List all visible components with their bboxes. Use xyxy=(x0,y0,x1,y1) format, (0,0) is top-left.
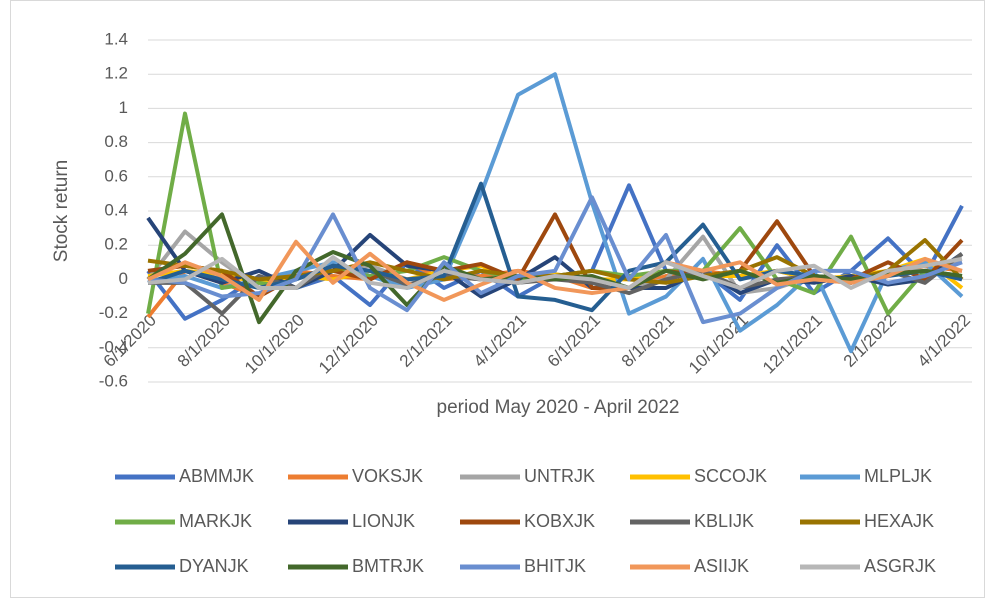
series-line xyxy=(147,72,964,354)
legend-label: KBLIJK xyxy=(694,511,754,531)
chart-frame xyxy=(10,0,985,598)
legend-label: SCCOJK xyxy=(694,466,767,486)
y-tick-label: -0.2 xyxy=(99,303,128,322)
legend-label: BMTRJK xyxy=(352,556,424,576)
x-axis-title: period May 2020 - April 2022 xyxy=(437,397,680,418)
y-tick-label: 1.4 xyxy=(104,29,128,48)
y-axis-title: Stock return xyxy=(51,160,72,262)
y-tick-label: 0.8 xyxy=(104,132,128,151)
y-tick-label: 0 xyxy=(119,269,128,288)
legend-label: UNTRJK xyxy=(524,466,595,486)
legend-label: ASIIJK xyxy=(694,556,749,576)
y-tick-label: 0.2 xyxy=(104,235,128,254)
legend-label: MARKJK xyxy=(179,511,252,531)
legend-label: LIONJK xyxy=(352,511,415,531)
series-line xyxy=(147,239,963,302)
series-line xyxy=(147,255,963,290)
y-tick-label: 1 xyxy=(119,98,128,117)
y-tick-label: 0.6 xyxy=(104,166,128,185)
legend-label: KOBXJK xyxy=(524,511,595,531)
y-tick-label: 1.2 xyxy=(104,64,128,83)
legend-label: MLPLJK xyxy=(864,466,932,486)
y-tick-label: -0.6 xyxy=(99,371,128,390)
legend-label: BHITJK xyxy=(524,556,586,576)
legend-label: HEXAJK xyxy=(864,511,934,531)
y-tick-label: -0.4 xyxy=(99,337,128,356)
legend-label: ASGRJK xyxy=(864,556,936,576)
legend-label: VOKSJK xyxy=(352,466,423,486)
legend-label: DYANJK xyxy=(179,556,249,576)
legend-label: ABMMJK xyxy=(179,466,254,486)
y-tick-label: 0.4 xyxy=(104,200,128,219)
